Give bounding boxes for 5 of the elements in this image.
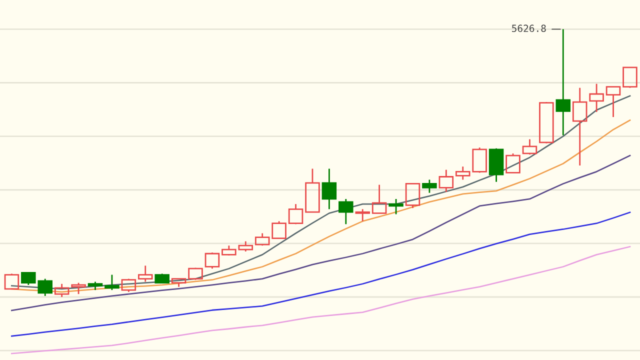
candlestick	[355, 208, 370, 222]
candlestick	[589, 83, 604, 113]
candlestick	[572, 87, 588, 166]
annotation: 5626.8	[512, 24, 546, 32]
candlestick	[322, 168, 337, 210]
